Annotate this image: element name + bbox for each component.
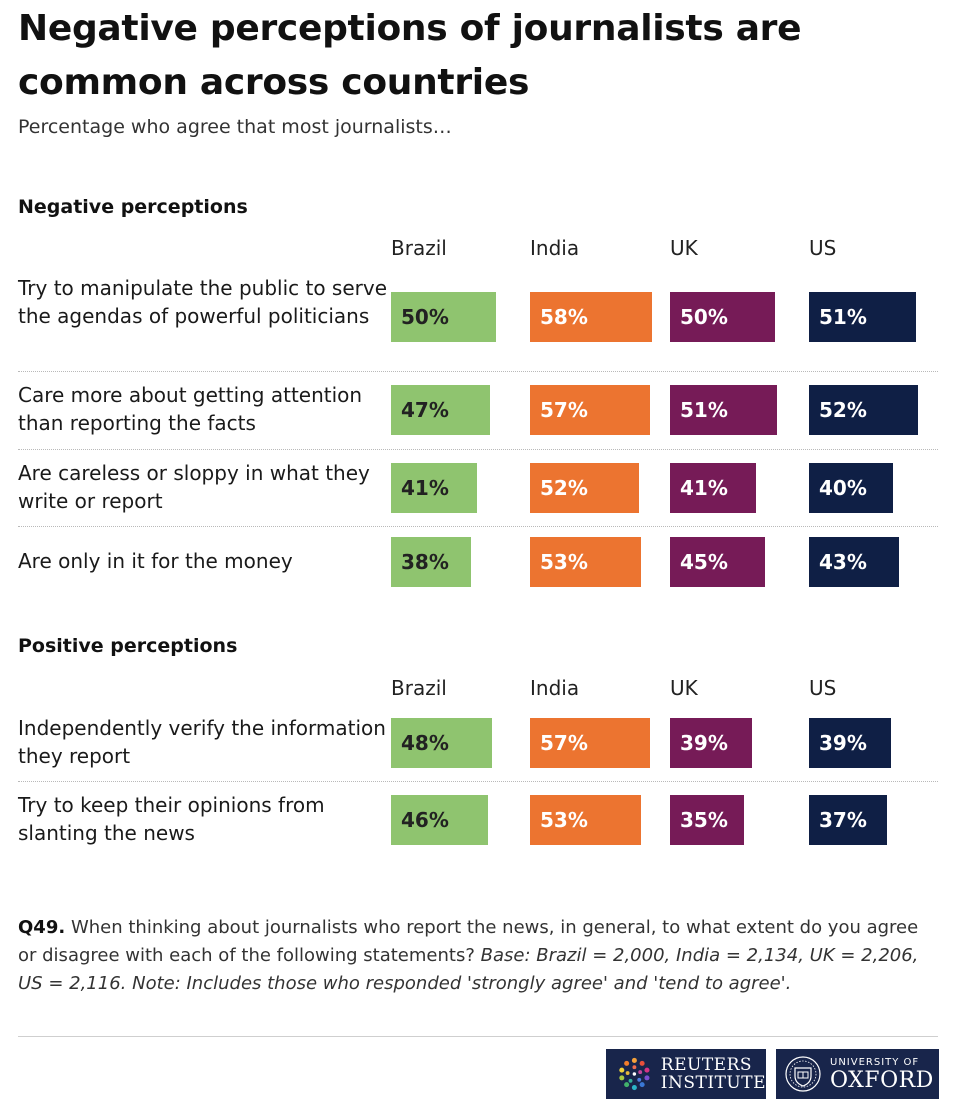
bar-value-label: 51%: [819, 305, 867, 329]
bar-uk: 50%: [670, 292, 775, 342]
bar-value-label: 52%: [819, 398, 867, 422]
bar-value-label: 47%: [401, 398, 449, 422]
bar-value-label: 52%: [540, 476, 588, 500]
column-header-brazil: Brazil: [391, 676, 447, 700]
reuters-dots-icon: [619, 1057, 650, 1091]
bar-us: 52%: [809, 385, 918, 435]
bar-value-label: 39%: [680, 731, 728, 755]
bar-us: 43%: [809, 537, 899, 587]
reuters-logo-line1: REUTERS: [660, 1055, 753, 1075]
bar-value-label: 41%: [680, 476, 728, 500]
bar-brazil: 47%: [391, 385, 490, 435]
column-header-us: US: [809, 236, 837, 260]
bar-india: 53%: [530, 537, 641, 587]
bar-value-label: 57%: [540, 398, 588, 422]
reuters-logo-line2: INSTITUTE: [660, 1073, 766, 1093]
bar-value-label: 57%: [540, 731, 588, 755]
bar-value-label: 45%: [680, 550, 728, 574]
bar-us: 39%: [809, 718, 891, 768]
bar-value-label: 50%: [401, 305, 449, 329]
bar-brazil: 38%: [391, 537, 471, 587]
bar-us: 51%: [809, 292, 916, 342]
row-label: Are careless or sloppy in what they writ…: [18, 461, 370, 513]
bar-value-label: 38%: [401, 550, 449, 574]
bar-brazil: 41%: [391, 463, 477, 513]
row-divider: [18, 526, 938, 527]
bar-india: 57%: [530, 385, 650, 435]
bar-value-label: 53%: [540, 550, 588, 574]
bar-value-label: 48%: [401, 731, 449, 755]
bar-uk: 35%: [670, 795, 744, 845]
oxford-logo-line2: OXFORD: [830, 1067, 934, 1093]
row-label: Try to manipulate the public to serve th…: [18, 276, 388, 328]
column-header-india: India: [530, 236, 580, 260]
bar-value-label: 40%: [819, 476, 867, 500]
footnote-question: When thinking about journalists who repo…: [18, 917, 919, 966]
bar-value-label: 39%: [819, 731, 867, 755]
row-label: Care more about getting attention than r…: [18, 383, 363, 435]
column-header-uk: UK: [670, 676, 698, 700]
bar-us: 40%: [809, 463, 893, 513]
column-header-india: India: [530, 676, 580, 700]
row-label: Are only in it for the money: [18, 549, 293, 573]
section-heading: Positive perceptions: [18, 635, 238, 657]
reuters-institute-logo: REUTERS INSTITUTE: [606, 1049, 766, 1099]
bar-us: 37%: [809, 795, 887, 845]
bar-value-label: 35%: [680, 808, 728, 832]
bar-india: 53%: [530, 795, 641, 845]
bar-uk: 45%: [670, 537, 765, 587]
footnote: Q49. When thinking about journalists who…: [18, 914, 933, 998]
bar-india: 52%: [530, 463, 639, 513]
footnote-question-id: Q49.: [18, 917, 66, 938]
section-heading: Negative perceptions: [18, 196, 248, 218]
footer-divider: [18, 1036, 938, 1037]
bar-value-label: 58%: [540, 305, 588, 329]
bar-value-label: 43%: [819, 550, 867, 574]
footnote-note: Base: Brazil = 2,000, India = 2,134, UK …: [18, 945, 919, 994]
university-of-oxford-logo: UNIVERSITY OF OXFORD: [776, 1049, 939, 1099]
row-label: Try to keep their opinions from slanting…: [18, 793, 325, 845]
bar-value-label: 41%: [401, 476, 449, 500]
chart-subtitle: Percentage who agree that most journalis…: [18, 116, 452, 138]
oxford-crest-icon: [785, 1056, 821, 1092]
bar-brazil: 48%: [391, 718, 492, 768]
column-header-brazil: Brazil: [391, 236, 447, 260]
bar-uk: 41%: [670, 463, 756, 513]
bar-value-label: 37%: [819, 808, 867, 832]
bar-value-label: 50%: [680, 305, 728, 329]
chart-title: Negative perceptions of journalists are …: [18, 8, 802, 103]
row-divider: [18, 371, 938, 372]
bar-value-label: 46%: [401, 808, 449, 832]
bar-brazil: 50%: [391, 292, 496, 342]
row-label: Independently verify the information the…: [18, 716, 386, 768]
row-divider: [18, 781, 938, 782]
column-header-us: US: [809, 676, 837, 700]
column-header-uk: UK: [670, 236, 698, 260]
oxford-logo-line1: UNIVERSITY OF: [830, 1056, 920, 1068]
bar-india: 57%: [530, 718, 650, 768]
bar-value-label: 51%: [680, 398, 728, 422]
bar-india: 58%: [530, 292, 652, 342]
bar-brazil: 46%: [391, 795, 488, 845]
bar-uk: 39%: [670, 718, 752, 768]
bar-value-label: 53%: [540, 808, 588, 832]
row-divider: [18, 449, 938, 450]
bar-uk: 51%: [670, 385, 777, 435]
